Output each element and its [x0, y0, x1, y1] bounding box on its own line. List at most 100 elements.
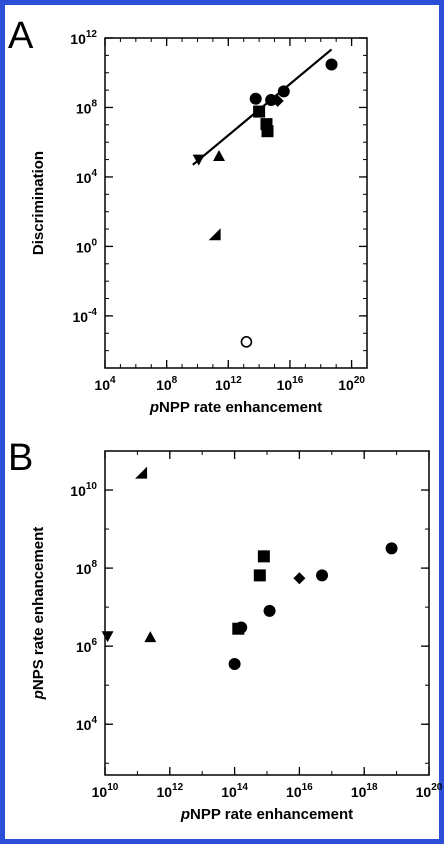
tick-exponent: 12: [231, 375, 243, 386]
tick-exponent: 10: [107, 782, 119, 793]
tick-base: 10: [156, 377, 172, 393]
tick-base: 10: [94, 377, 110, 393]
circle-marker: [249, 92, 262, 105]
tick-base: 10: [76, 561, 92, 577]
plot-frame: [104, 37, 368, 369]
tick-exponent: 10: [86, 481, 98, 492]
tick-base: 10: [76, 170, 92, 186]
y-axis-title-text: Discrimination: [30, 151, 47, 255]
x-tick-label: 1012: [215, 375, 242, 393]
y-tick-label: 106: [76, 637, 98, 655]
tick-exponent: 4: [110, 375, 116, 386]
x-tick-label: 104: [94, 375, 116, 393]
diamond-marker: [293, 572, 306, 585]
y-tick-label: 100: [76, 237, 98, 255]
chart-panel-b: 1010 1012 1014 1016 1018 10201041061081010pNP…: [30, 450, 443, 823]
half-triangle-marker: [135, 466, 148, 479]
diamond-marker: [271, 94, 284, 107]
tick-exponent: 8: [91, 559, 97, 570]
tick-base: 10: [76, 717, 92, 733]
tick-base: 10: [416, 784, 432, 800]
x-axis-title: pNPP rate enhancement: [180, 806, 353, 823]
x-tick-label: 1016: [277, 375, 304, 393]
tick-exponent: 20: [354, 375, 366, 386]
tick-exponent: 20: [431, 782, 443, 793]
tick-exponent: 8: [172, 375, 178, 386]
tick-base: 10: [70, 31, 86, 47]
x-tick-label: 1016: [286, 782, 313, 800]
tick-base: 10: [73, 309, 89, 325]
y-axis-title-rest: NPS rate enhancement: [30, 527, 47, 690]
tick-base: 10: [221, 784, 237, 800]
square-marker: [257, 550, 270, 563]
circle-marker: [385, 542, 398, 555]
x-tick-label: 108: [156, 375, 178, 393]
x-axis-title-prefix: p: [149, 399, 159, 416]
x-tick-label: 1014: [221, 782, 248, 800]
tick-base: 10: [76, 239, 92, 255]
y-tick-label: 1010: [70, 481, 97, 499]
tick-exponent: 18: [366, 782, 378, 793]
triangle-up-marker: [213, 150, 226, 162]
y-axis-title: Discrimination: [30, 151, 47, 255]
y-tick-label: 104: [76, 715, 98, 733]
x-tick-label: 1020: [338, 375, 365, 393]
square-marker: [261, 125, 274, 138]
square-marker: [253, 105, 266, 118]
tick-base: 10: [351, 784, 367, 800]
tick-base: 10: [277, 377, 293, 393]
tick-exponent: 6: [91, 637, 97, 648]
triangle-up-marker: [144, 631, 157, 643]
tick-exponent: -4: [88, 307, 97, 318]
tick-exponent: 0: [91, 237, 97, 248]
tick-exponent: 4: [91, 168, 97, 179]
y-axis-title-prefix: p: [30, 690, 47, 700]
y-tick-label: 104: [76, 168, 98, 186]
x-tick-label: 1010: [92, 782, 119, 800]
panel-b-letter: B: [8, 437, 33, 479]
tick-exponent: 12: [172, 782, 184, 793]
x-axis-title-prefix: p: [180, 806, 190, 823]
tick-base: 10: [76, 639, 92, 655]
circle-marker: [235, 621, 248, 634]
triangle-down-marker: [101, 631, 114, 643]
y-axis-title: pNPS rate enhancement: [30, 527, 47, 701]
circle-marker: [263, 604, 276, 617]
y-tick-label: 108: [76, 559, 98, 577]
circle-marker: [228, 657, 241, 670]
tick-base: 10: [338, 377, 354, 393]
panel-a-letter: A: [8, 15, 34, 57]
triangle-down-marker: [192, 154, 205, 166]
half-triangle-marker: [208, 228, 221, 241]
circle-marker: [316, 569, 329, 582]
tick-base: 10: [92, 784, 108, 800]
tick-exponent: 14: [237, 782, 249, 793]
y-tick-label: 10-4: [73, 307, 98, 325]
x-axis-title: pNPP rate enhancement: [149, 399, 322, 416]
circle-marker: [325, 58, 338, 71]
tick-base: 10: [70, 483, 86, 499]
tick-exponent: 8: [91, 98, 97, 109]
tick-base: 10: [215, 377, 231, 393]
tick-exponent: 16: [292, 375, 304, 386]
tick-exponent: 4: [91, 715, 97, 726]
square-marker: [260, 118, 273, 131]
x-axis-title-rest: NPP rate enhancement: [159, 399, 322, 416]
tick-base: 10: [286, 784, 302, 800]
chart-panel-a: 104 108 1012 1016 102010-41001041081012pNPP …: [30, 29, 368, 416]
x-axis-title-rest: NPP rate enhancement: [190, 806, 353, 823]
tick-base: 10: [156, 784, 172, 800]
y-tick-label: 108: [76, 98, 98, 116]
y-tick-label: 1012: [70, 29, 97, 47]
open-circle-marker: [240, 336, 253, 348]
x-tick-label: 1020: [416, 782, 443, 800]
x-tick-label: 1012: [156, 782, 183, 800]
tick-exponent: 12: [86, 29, 98, 40]
tick-base: 10: [76, 100, 92, 116]
x-tick-label: 1018: [351, 782, 378, 800]
square-marker: [253, 569, 266, 582]
tick-exponent: 16: [302, 782, 314, 793]
circle-marker: [277, 85, 290, 98]
